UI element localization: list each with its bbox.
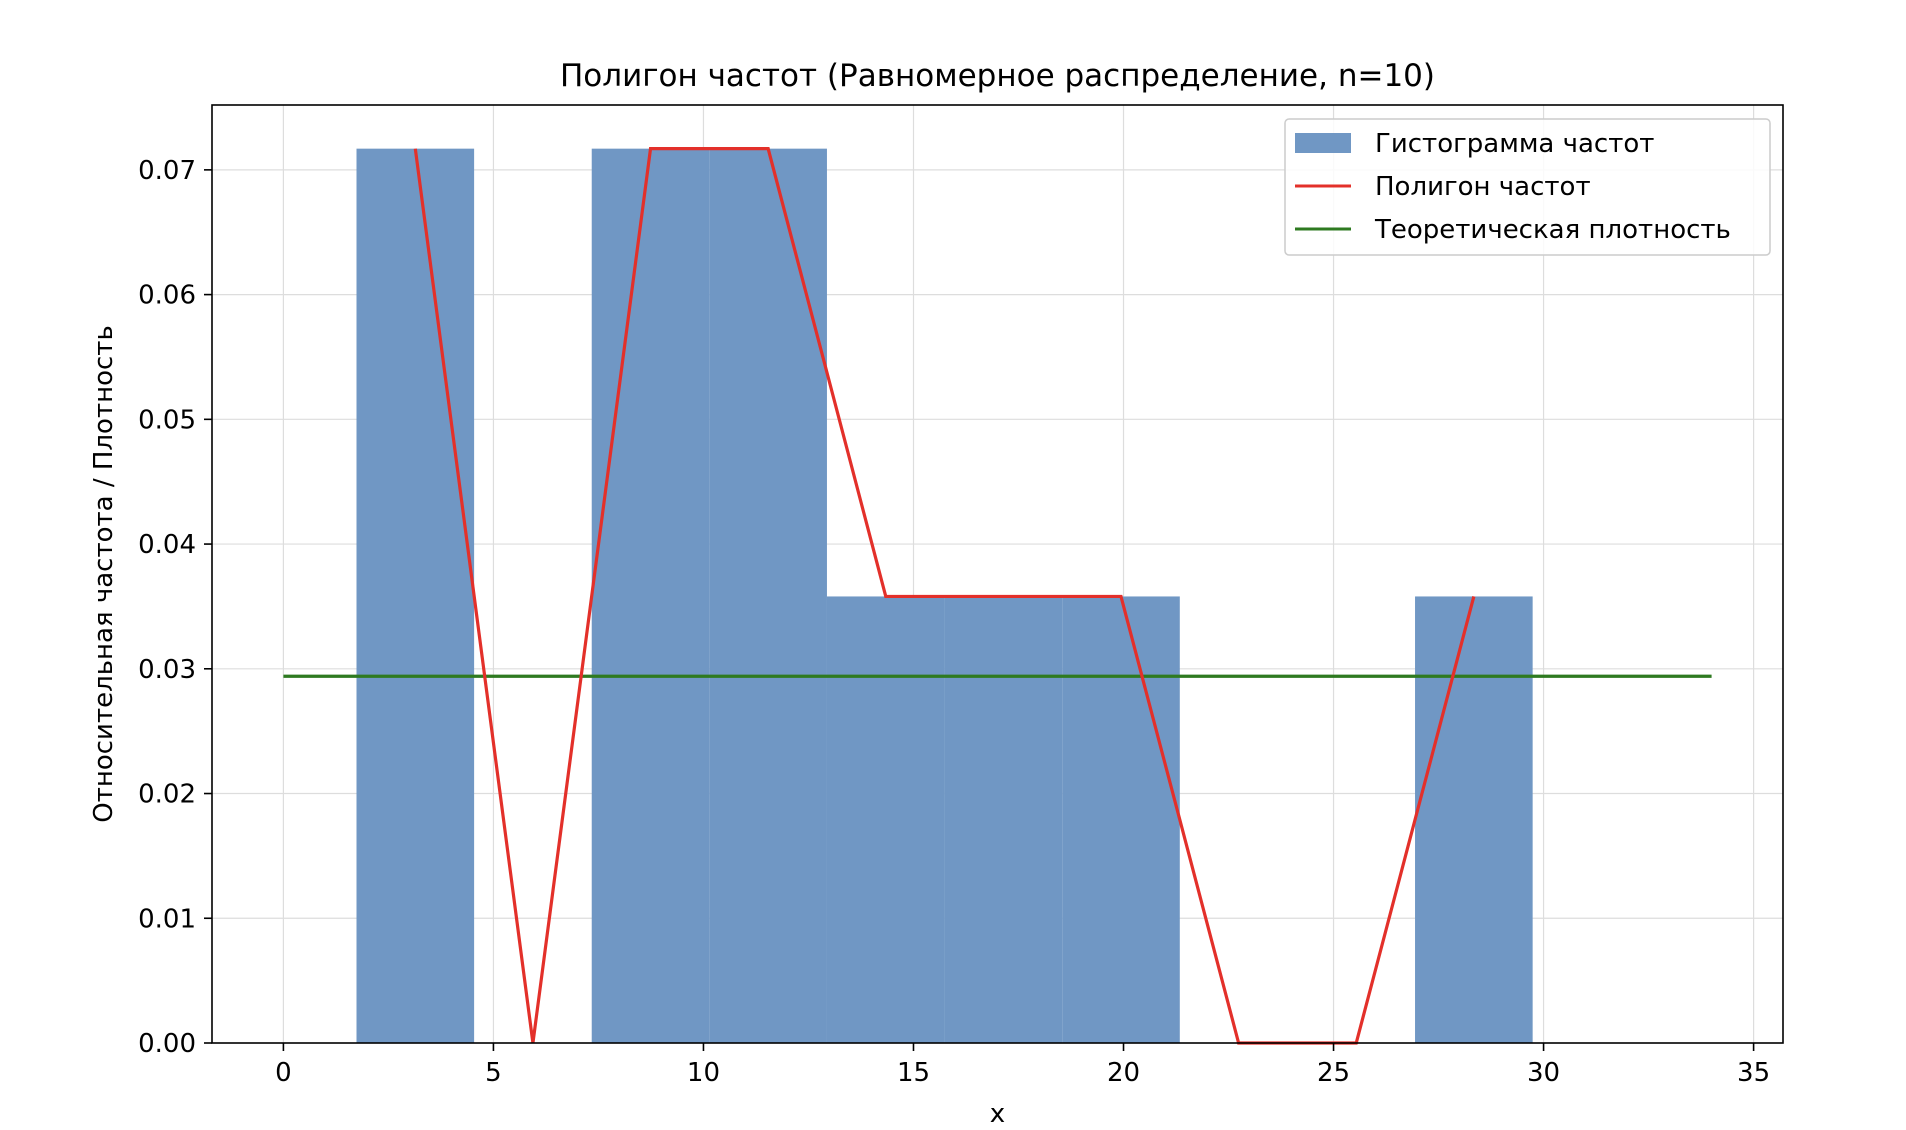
legend-label-theoretical: Теоретическая плотность [1374,215,1731,245]
y-tick-label: 0.06 [138,281,196,311]
legend-box [1284,118,1771,256]
histogram-bar [709,148,827,1043]
histogram-bar [826,596,945,1043]
axis-ticks: 0 5 10 15 20 25 30 35 0.00 0.01 0.02 0.03 0.04 0.05 0.… [138,156,1770,1088]
y-tick-label: 0.00 [138,1029,196,1059]
y-axis-title: Относительная частота / Плотность [89,325,119,823]
histogram-bar [591,148,710,1043]
plot-frame [211,104,1784,1044]
chart-title: Полигон частот (Равномерное распределени… [560,58,1435,94]
legend-swatch-histogram [1295,133,1351,153]
x-tick-label: 15 [897,1058,930,1088]
x-axis-title: x [990,1099,1005,1129]
x-tick-label: 10 [687,1058,720,1088]
histogram-bar [1415,596,1533,1043]
histogram-bars [356,148,1533,1043]
y-tick-label: 0.03 [138,655,196,685]
y-tick-label: 0.04 [138,530,196,560]
histogram-bar [1062,596,1180,1043]
y-tick-label: 0.01 [138,904,196,934]
x-tick-label: 0 [275,1058,292,1088]
legend: Гистограмма частот Полигон частот Теорет… [1284,118,1771,256]
y-tick-label: 0.07 [138,156,196,186]
x-tick-label: 35 [1737,1058,1770,1088]
y-tick-label: 0.02 [138,780,196,810]
legend-label-histogram: Гистограмма частот [1375,129,1654,159]
histogram-bar [944,596,1063,1043]
x-tick-label: 25 [1317,1058,1350,1088]
x-tick-label: 20 [1107,1058,1140,1088]
y-tick-label: 0.05 [138,405,196,435]
x-tick-label: 30 [1527,1058,1560,1088]
histogram-bar [356,148,475,1043]
x-tick-label: 5 [485,1058,502,1088]
legend-label-polygon: Полигон частот [1375,172,1591,202]
